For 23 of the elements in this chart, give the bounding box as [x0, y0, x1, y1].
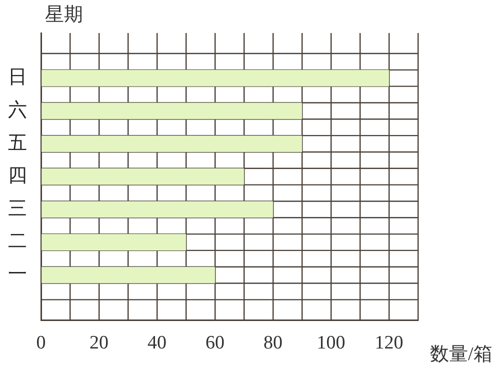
y-tick-label: 一 — [8, 264, 27, 286]
x-tick-label: 40 — [148, 332, 166, 354]
y-tick-label: 五 — [8, 132, 27, 154]
bar — [42, 136, 302, 152]
bar — [42, 266, 215, 284]
x-tick-label: 60 — [206, 332, 224, 354]
x-tick-label: 100 — [316, 332, 346, 354]
y-tick-label: 二 — [8, 231, 27, 252]
y-tick-label: 六 — [8, 98, 27, 121]
x-tick-label: 0 — [36, 332, 46, 354]
y-tick-label: 四 — [8, 166, 27, 187]
bar — [42, 168, 244, 185]
x-tick-label: 20 — [90, 332, 108, 354]
bar — [42, 102, 302, 120]
x-tick-label: 80 — [264, 332, 282, 354]
x-axis-title: 数量/箱 — [430, 344, 492, 365]
y-tick-label: 三 — [8, 198, 27, 220]
bar — [42, 201, 273, 218]
y-axis-title: 星期 — [45, 4, 83, 26]
bar — [42, 70, 389, 86]
y-tick-label: 日 — [8, 67, 27, 88]
bar — [42, 234, 186, 250]
x-tick-label: 120 — [374, 332, 404, 354]
